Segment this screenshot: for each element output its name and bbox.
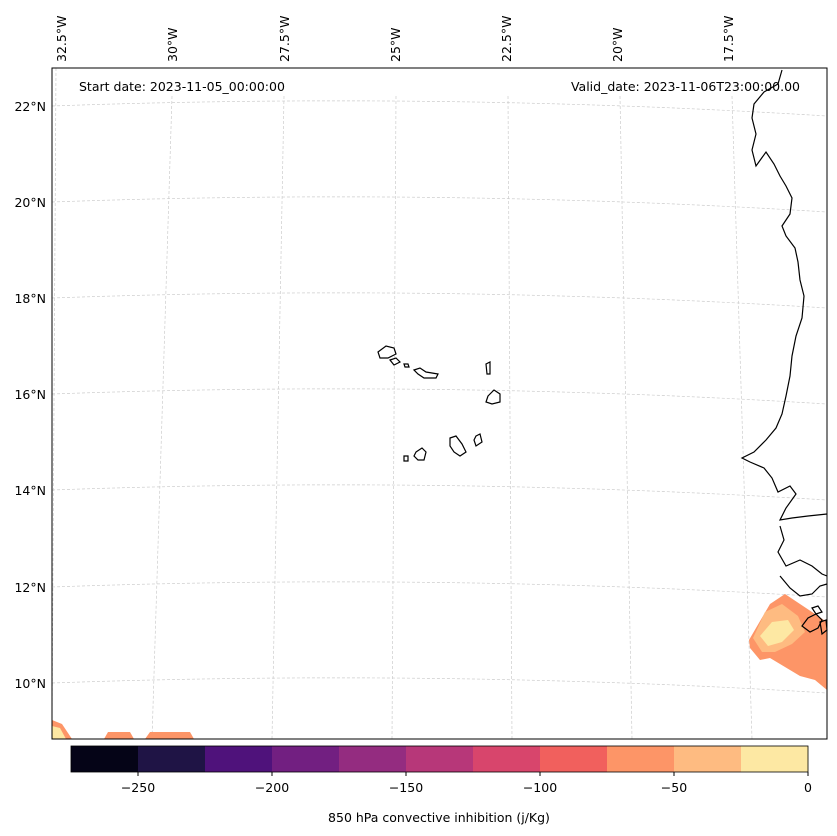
colorbar-tick-label: −150 bbox=[389, 780, 423, 795]
colorbar-segment bbox=[339, 746, 407, 772]
colorbar-segment bbox=[473, 746, 541, 772]
colorbar-segment bbox=[741, 746, 809, 772]
coastline-guinea-bissau-islands bbox=[801, 613, 823, 633]
colorbar-segment bbox=[406, 746, 474, 772]
island-fogo bbox=[413, 447, 427, 461]
gridline-lat-20 bbox=[51, 196, 828, 213]
cin-contour-bottom-strip-2 bbox=[145, 732, 194, 739]
gridline-lon-30 bbox=[151, 95, 173, 740]
coastline-africa bbox=[740, 69, 828, 521]
lat-tick-label: 14°N bbox=[14, 483, 46, 498]
start-date-label: Start date: 2023-11-05_00:00:00 bbox=[79, 79, 285, 94]
colorbar-tick-label: −50 bbox=[661, 780, 687, 795]
coastlines bbox=[740, 69, 828, 636]
colorbar-label: 850 hPa convective inhibition (j/Kg) bbox=[328, 810, 550, 825]
lon-tick-label: 17.5°W bbox=[721, 16, 736, 62]
lon-tick-label: 20°W bbox=[610, 27, 625, 62]
map-frame bbox=[51, 67, 828, 740]
map-background bbox=[52, 68, 827, 739]
gridline-lon-25 bbox=[391, 95, 397, 740]
island-sao-nicolau bbox=[412, 367, 439, 379]
cin-contour-inner-africa bbox=[760, 620, 794, 646]
lon-tick-label: 27.5°W bbox=[277, 16, 292, 62]
colorbar-segment bbox=[138, 746, 206, 772]
cin-contour-bottom-left-inner bbox=[52, 726, 66, 739]
gridline-lon-27-5 bbox=[271, 95, 285, 740]
cape-verde-islands bbox=[377, 345, 501, 462]
cin-contour-bottom-strip bbox=[104, 732, 134, 739]
gridline-lon-17-5 bbox=[731, 95, 753, 740]
colorbar-tick-label: −200 bbox=[255, 780, 289, 795]
gridline-lon-22-5 bbox=[507, 95, 513, 740]
lat-tick-labels: 22°N 20°N 18°N 16°N 14°N 12°N 10°N bbox=[14, 99, 46, 691]
island-santa-luzia bbox=[403, 363, 410, 368]
island-maio bbox=[473, 433, 483, 447]
island-santo-antao bbox=[377, 345, 397, 359]
lon-tick-labels: 32.5°W 30°W 27.5°W 25°W 22.5°W 20°W 17.5… bbox=[54, 16, 736, 62]
colorbar-tick-label: −250 bbox=[121, 780, 155, 795]
colorbar-tick-label: −100 bbox=[523, 780, 557, 795]
lon-tick-label: 32.5°W bbox=[54, 16, 69, 62]
colorbar-segment bbox=[540, 746, 608, 772]
colorbar-segment bbox=[607, 746, 675, 772]
island-brava bbox=[403, 455, 409, 462]
gridline-lat-10 bbox=[51, 677, 828, 694]
gridlines bbox=[51, 67, 828, 740]
lat-tick-label: 18°N bbox=[14, 291, 46, 306]
colorbar-tick-label: 0 bbox=[804, 780, 812, 795]
island-sao-vicente bbox=[388, 357, 402, 366]
colorbar-segment bbox=[272, 746, 340, 772]
gridline-lat-18 bbox=[51, 292, 828, 309]
lat-tick-label: 20°N bbox=[14, 195, 46, 210]
colorbar-segment bbox=[205, 746, 273, 772]
coastline-africa-south bbox=[777, 525, 828, 577]
gridline-lat-14 bbox=[51, 484, 828, 501]
lon-tick-label: 30°W bbox=[165, 27, 180, 62]
lat-tick-label: 16°N bbox=[14, 387, 46, 402]
island-boa-vista bbox=[485, 389, 501, 405]
valid-date-label: Valid_date: 2023-11-06T23:00:00.00 bbox=[571, 79, 800, 94]
colorbar: −250 −200 −150 −100 −50 0 bbox=[70, 745, 812, 795]
coastline-africa-south-2 bbox=[779, 575, 828, 597]
lat-tick-label: 10°N bbox=[14, 676, 46, 691]
gridline-lat-22 bbox=[51, 100, 828, 117]
gridline-lon-32-5 bbox=[51, 67, 57, 740]
lon-tick-label: 25°W bbox=[388, 27, 403, 62]
island-sal bbox=[485, 361, 491, 375]
lat-tick-label: 12°N bbox=[14, 580, 46, 595]
gridline-lat-12 bbox=[51, 581, 828, 598]
colorbar-frame bbox=[70, 745, 809, 773]
lon-tick-label: 22.5°W bbox=[499, 16, 514, 62]
colorbar-segment bbox=[71, 746, 139, 772]
coastline-guinea-bissau-islands-2 bbox=[811, 605, 823, 615]
colorbar-segment bbox=[674, 746, 742, 772]
gridline-lon-20 bbox=[619, 95, 633, 740]
gridline-lat-16 bbox=[51, 388, 828, 405]
lat-tick-label: 22°N bbox=[14, 99, 46, 114]
island-santiago bbox=[449, 435, 467, 457]
